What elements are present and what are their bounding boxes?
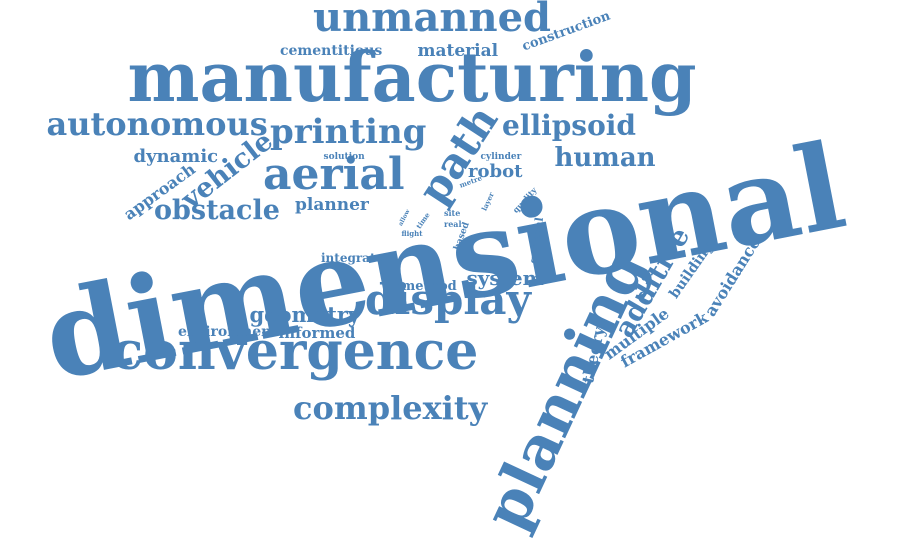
word-dynamic: dynamic — [133, 146, 219, 167]
word-unmanned: unmanned — [313, 0, 551, 41]
word-printing: printing — [270, 112, 427, 152]
word-display: display — [365, 275, 531, 324]
word-complexity: complexity — [293, 389, 488, 427]
word-material: material — [417, 40, 499, 61]
word-aerial: aerial — [263, 149, 405, 200]
word-solution: solution — [323, 151, 365, 162]
word-method: method — [401, 278, 457, 294]
word-manufacturing: manufacturing — [127, 38, 697, 118]
word-autonomous: autonomous — [46, 105, 268, 143]
word-system: system — [466, 266, 544, 290]
word-human: human — [554, 143, 656, 173]
word-environment: environment — [178, 324, 278, 340]
word-robot: robot — [468, 161, 523, 182]
word-convergence: convergence — [111, 321, 479, 382]
word-informed: informed — [278, 323, 356, 342]
word-real: real — [444, 219, 462, 229]
word-planner: planner — [295, 194, 369, 215]
word-flight: flight — [401, 228, 423, 238]
word-site: site — [444, 208, 461, 218]
word-cementitious: cementitious — [280, 43, 383, 59]
word-geometry: geometry — [249, 301, 361, 327]
word-obstacle: obstacle — [154, 194, 280, 226]
word-integrate: integrate — [321, 251, 384, 265]
word-cylinder: cylinder — [480, 151, 522, 162]
word-ellipsoid: ellipsoid — [502, 109, 636, 142]
